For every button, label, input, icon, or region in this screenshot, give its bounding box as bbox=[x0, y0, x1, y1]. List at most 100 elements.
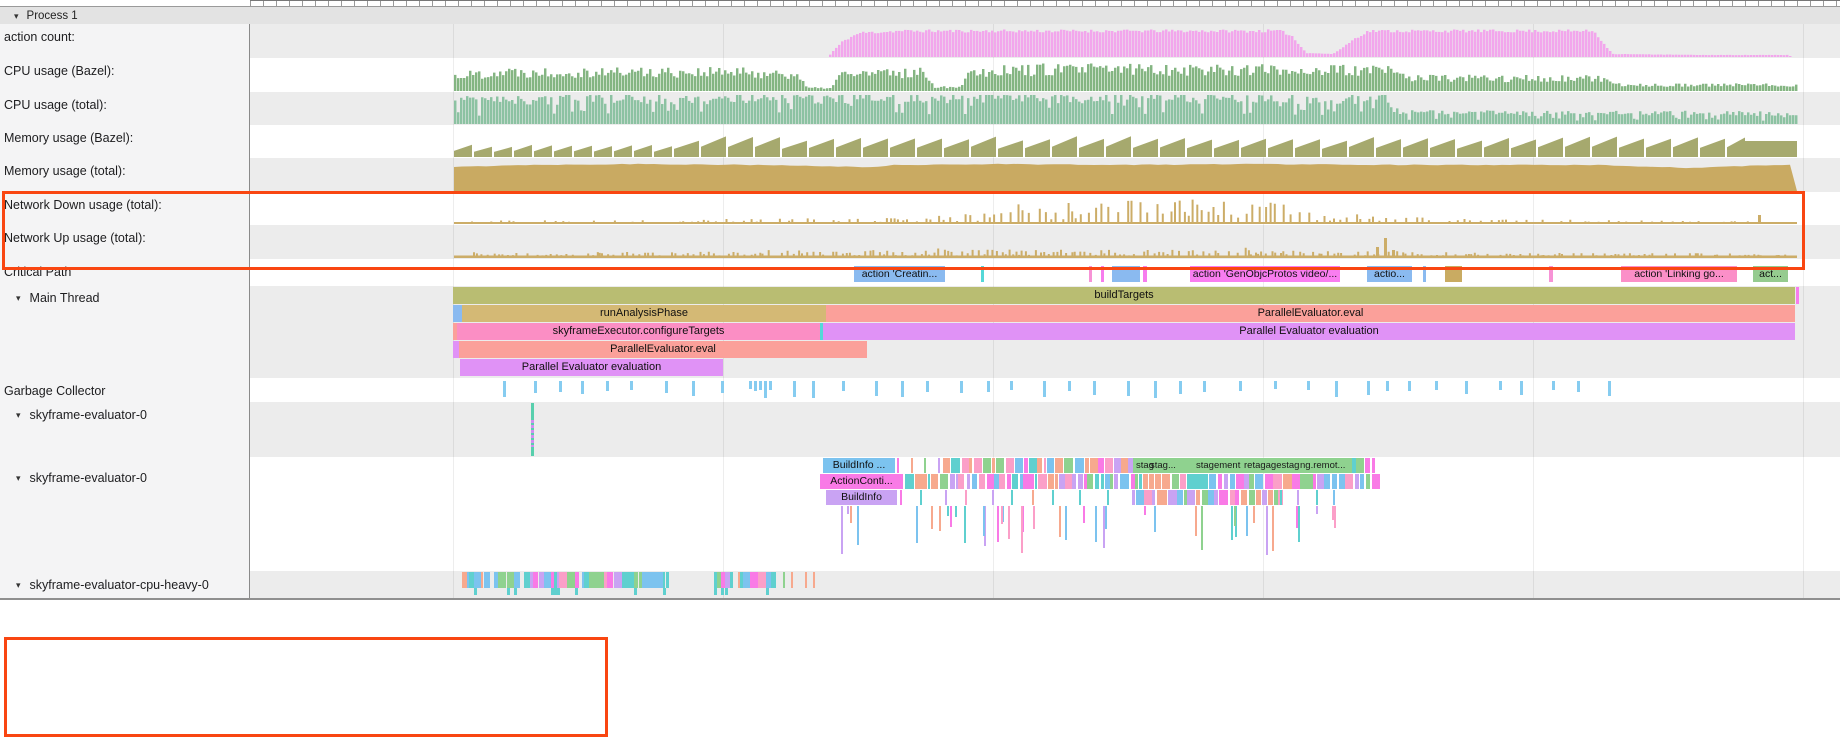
sky2-slice[interactable] bbox=[919, 474, 927, 489]
gc-tick[interactable] bbox=[534, 381, 537, 393]
sky2-slice[interactable] bbox=[1020, 474, 1023, 489]
sky2-hang-tick[interactable] bbox=[1083, 506, 1085, 523]
gc-tick[interactable] bbox=[1274, 381, 1277, 389]
heavy-slice[interactable] bbox=[607, 572, 613, 588]
chart-memory-usage-total[interactable] bbox=[249, 158, 1840, 192]
sky2-slice[interactable] bbox=[1339, 474, 1345, 489]
sky2-slice[interactable] bbox=[1121, 458, 1128, 473]
sky2-slice[interactable] bbox=[1345, 474, 1353, 489]
sky2-slice[interactable] bbox=[1249, 490, 1255, 505]
sky2-slice[interactable] bbox=[994, 474, 999, 489]
gc-tick[interactable] bbox=[1552, 381, 1555, 390]
sky2-slice[interactable] bbox=[1324, 474, 1330, 489]
sky2-slice[interactable] bbox=[969, 458, 972, 473]
heavy-slice[interactable] bbox=[481, 572, 483, 588]
sky2-hang-tick[interactable] bbox=[931, 506, 933, 529]
flame-tick[interactable] bbox=[820, 323, 823, 340]
sky2-slice[interactable] bbox=[1184, 490, 1187, 505]
sky2-slice[interactable] bbox=[1265, 474, 1273, 489]
heavy-slice[interactable] bbox=[514, 572, 520, 588]
sky2-hang-tick[interactable] bbox=[1095, 506, 1097, 542]
heavy-slice[interactable] bbox=[758, 572, 766, 588]
sky2-hang-tick[interactable] bbox=[947, 506, 949, 516]
critical-path-tick[interactable] bbox=[1445, 266, 1462, 282]
sky2-slice[interactable] bbox=[1144, 490, 1152, 505]
critical-path-tick[interactable] bbox=[1549, 266, 1553, 282]
flame-slice[interactable]: Parallel Evaluator evaluation bbox=[460, 359, 723, 376]
sky2-slice[interactable] bbox=[1101, 474, 1104, 489]
sky2-slice[interactable] bbox=[987, 474, 994, 489]
gc-tick[interactable] bbox=[1307, 381, 1310, 390]
gc-tick[interactable] bbox=[665, 381, 668, 393]
heavy-slice[interactable] bbox=[740, 572, 743, 588]
heavy-slice[interactable] bbox=[474, 572, 481, 588]
sky2-hang-tick[interactable] bbox=[1105, 506, 1107, 529]
sky2-slice[interactable] bbox=[1209, 474, 1216, 489]
gc-tick[interactable] bbox=[754, 381, 757, 391]
sky2-slice[interactable] bbox=[1037, 458, 1042, 473]
sky2-hang-tick[interactable] bbox=[1266, 506, 1268, 555]
flame-slice[interactable]: ParallelEvaluator.eval bbox=[826, 305, 1795, 322]
sky2-slice[interactable] bbox=[1158, 474, 1161, 489]
sky2-slice[interactable] bbox=[1177, 490, 1183, 505]
sky2-slice[interactable] bbox=[1065, 474, 1072, 489]
heavy-slice[interactable] bbox=[469, 572, 474, 588]
critical-path-tick[interactable] bbox=[1089, 266, 1092, 282]
sky2-hang-tick[interactable] bbox=[1154, 506, 1156, 532]
heavy-slice[interactable] bbox=[717, 572, 721, 588]
sky2-slice[interactable] bbox=[1149, 474, 1154, 489]
heavy-slice[interactable] bbox=[589, 572, 596, 588]
heavy-slice[interactable] bbox=[743, 572, 750, 588]
gc-tick[interactable] bbox=[1335, 381, 1338, 397]
sky2-slice[interactable] bbox=[1155, 474, 1158, 489]
sky2-slice[interactable] bbox=[928, 474, 930, 489]
sky2-slice[interactable] bbox=[974, 458, 982, 473]
flame-tick[interactable] bbox=[453, 305, 462, 322]
sky2-slice[interactable] bbox=[1032, 490, 1034, 505]
sky2-slice[interactable] bbox=[1365, 458, 1370, 473]
heavy-tick[interactable] bbox=[783, 572, 785, 588]
sky2-hang-tick[interactable] bbox=[950, 506, 952, 527]
sky2-slice[interactable] bbox=[1187, 490, 1195, 505]
gc-tick[interactable] bbox=[630, 381, 633, 390]
sky2-slice[interactable] bbox=[1356, 458, 1364, 473]
sky2-hang-tick[interactable] bbox=[841, 506, 843, 554]
sky2-slice[interactable] bbox=[1044, 458, 1046, 473]
sky2-slice[interactable] bbox=[931, 474, 938, 489]
heavy-slice[interactable] bbox=[575, 572, 579, 588]
sky2-slice[interactable] bbox=[1011, 490, 1013, 505]
heavy-slice[interactable] bbox=[539, 572, 544, 588]
sky2-hang-tick[interactable] bbox=[1033, 506, 1035, 529]
sky2-slice[interactable] bbox=[897, 458, 899, 473]
heavy-tick[interactable] bbox=[813, 572, 815, 588]
sky2-slice[interactable] bbox=[1157, 490, 1160, 505]
sky2-slice[interactable] bbox=[1372, 474, 1380, 489]
sky2-slice[interactable] bbox=[1072, 474, 1076, 489]
sky2-slice[interactable] bbox=[1332, 474, 1337, 489]
sky2-slice[interactable] bbox=[945, 490, 947, 505]
sidebar-item-skyframe-evaluator-0-a[interactable]: ▾ skyframe-evaluator-0 bbox=[0, 407, 246, 423]
sky2-hang-tick[interactable] bbox=[1246, 506, 1248, 536]
sky2-hang-tick[interactable] bbox=[1103, 506, 1105, 548]
gc-tick[interactable] bbox=[1239, 381, 1242, 391]
sky2-slice[interactable] bbox=[1128, 458, 1136, 473]
sky2-slice[interactable] bbox=[1172, 474, 1179, 489]
sky2-slice[interactable] bbox=[1107, 490, 1109, 505]
gc-tick[interactable] bbox=[769, 381, 772, 390]
sky2-slice[interactable] bbox=[1015, 458, 1023, 473]
sky2-slice-label[interactable]: BuildInfo ... bbox=[823, 458, 895, 473]
time-ruler[interactable] bbox=[250, 0, 1840, 6]
heavy-slice[interactable] bbox=[658, 572, 663, 588]
sky2-hang-tick[interactable] bbox=[1235, 506, 1237, 537]
sky2-slice[interactable] bbox=[1168, 490, 1177, 505]
gc-tick[interactable] bbox=[1367, 381, 1370, 395]
sky2-slice[interactable] bbox=[1313, 474, 1316, 489]
flame-slice[interactable]: skyframeExecutor.configureTargets bbox=[457, 323, 820, 340]
sky2-slice[interactable] bbox=[943, 458, 950, 473]
critical-path-tick[interactable] bbox=[1112, 266, 1140, 282]
sky2-hang-tick[interactable] bbox=[1201, 506, 1203, 550]
heavy-slice[interactable] bbox=[584, 572, 589, 588]
heavy-tick[interactable] bbox=[791, 572, 793, 588]
gc-tick[interactable] bbox=[1010, 381, 1013, 390]
sky2-slice[interactable] bbox=[1143, 474, 1148, 489]
